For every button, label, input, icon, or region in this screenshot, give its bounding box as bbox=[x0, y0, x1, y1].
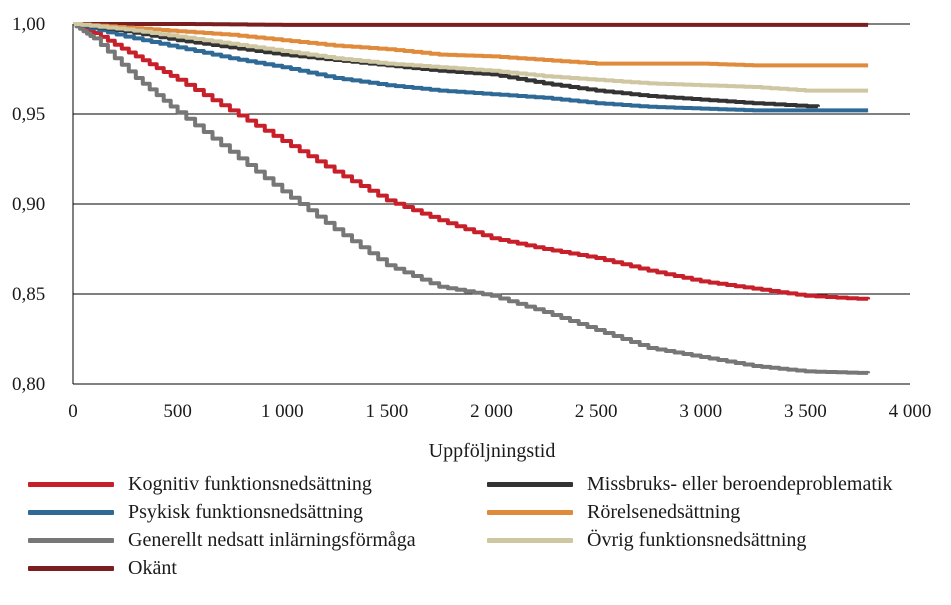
series-lines bbox=[73, 22, 871, 375]
legend: Kognitiv funktionsnedsättning Psykisk fu… bbox=[0, 470, 951, 600]
legend-swatch bbox=[487, 481, 573, 487]
legend-label: Okänt bbox=[128, 556, 177, 579]
legend-item-okant: Okänt bbox=[28, 554, 177, 582]
series-line bbox=[73, 22, 869, 68]
legend-swatch bbox=[28, 509, 114, 515]
legend-label: Kognitiv funktionsnedsättning bbox=[128, 472, 372, 495]
x-tick-label: 0 bbox=[68, 401, 78, 422]
legend-label: Missbruks- eller beroendeproblematik bbox=[587, 472, 893, 495]
x-axis-title: Uppföljningstid bbox=[429, 440, 556, 462]
x-tick-label: 1 500 bbox=[366, 401, 409, 422]
y-tick-label: 0,80 bbox=[12, 374, 45, 395]
legend-swatch bbox=[28, 481, 114, 487]
legend-item-psykisk: Psykisk funktionsnedsättning bbox=[28, 498, 363, 526]
legend-label: Psykisk funktionsnedsättning bbox=[128, 500, 364, 523]
y-tick-label: 0,85 bbox=[12, 284, 45, 305]
x-tick-label: 3 000 bbox=[679, 401, 722, 422]
legend-item-generellt: Generellt nedsatt inlärningsförmåga bbox=[28, 526, 416, 554]
series-line bbox=[73, 22, 871, 301]
y-tick-label: 0,90 bbox=[12, 194, 45, 215]
x-tick-label: 3 500 bbox=[784, 401, 827, 422]
legend-item-missbruk: Missbruks- eller beroendeproblematik bbox=[487, 470, 892, 498]
x-tick-labels: 0 500 1 000 1 500 2 000 2 500 3 000 3 500 4 000 bbox=[68, 401, 931, 422]
legend-label: Generellt nedsatt inlärningsförmåga bbox=[128, 528, 416, 551]
x-tick-label: 4 000 bbox=[889, 401, 932, 422]
x-tick-label: 500 bbox=[163, 401, 192, 422]
legend-item-rorelse: Rörelsenedsättning bbox=[487, 498, 740, 526]
gridlines bbox=[73, 23, 910, 385]
legend-swatch bbox=[28, 565, 114, 571]
x-tick-label: 2 500 bbox=[575, 401, 618, 422]
y-tick-labels: 0,80 0,85 0,90 0,95 1,00 bbox=[12, 14, 45, 395]
legend-swatch bbox=[28, 537, 114, 543]
x-tick-label: 1 000 bbox=[261, 401, 304, 422]
series-line bbox=[73, 22, 869, 113]
series-line bbox=[73, 22, 869, 27]
y-tick-label: 1,00 bbox=[12, 14, 45, 35]
series-line bbox=[73, 22, 820, 109]
legend-swatch bbox=[487, 537, 573, 543]
legend-swatch bbox=[487, 509, 573, 515]
y-tick-label: 0,95 bbox=[12, 104, 45, 125]
series-line bbox=[73, 22, 871, 375]
x-tick-label: 2 000 bbox=[470, 401, 513, 422]
legend-item-ovrig: Övrig funktionsnedsättning bbox=[487, 526, 806, 554]
legend-label: Rörelsenedsättning bbox=[587, 500, 741, 523]
legend-label: Övrig funktionsnedsättning bbox=[587, 528, 807, 551]
series-line bbox=[73, 22, 869, 93]
legend-item-kognitiv: Kognitiv funktionsnedsättning bbox=[28, 470, 372, 498]
